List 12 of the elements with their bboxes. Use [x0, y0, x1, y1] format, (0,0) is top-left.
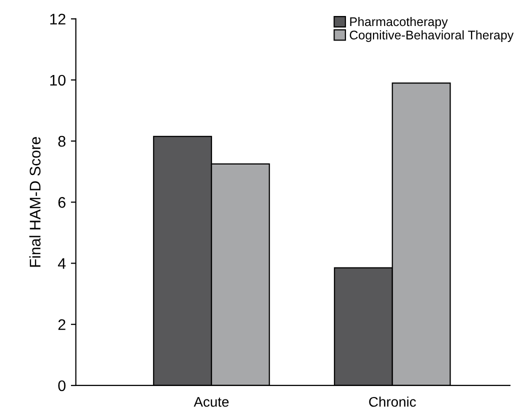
y-tick-label: 8: [58, 136, 66, 147]
x-tick-label: Chronic: [369, 396, 416, 407]
legend-label: Pharmacotherapy: [350, 16, 448, 29]
y-axis-title: Final HAM-D Score: [29, 137, 41, 267]
y-tick-label: 12: [50, 14, 66, 24]
y-tick-label: 4: [58, 258, 66, 269]
x-tick-label: Acute: [194, 397, 229, 407]
legend-label: Cognitive-Behavioral Therapy: [350, 30, 514, 42]
y-tick-label: 0: [58, 380, 66, 392]
y-tick-label: 2: [58, 319, 66, 330]
y-tick-label: 10: [50, 74, 66, 86]
y-tick-label: 6: [58, 197, 66, 208]
